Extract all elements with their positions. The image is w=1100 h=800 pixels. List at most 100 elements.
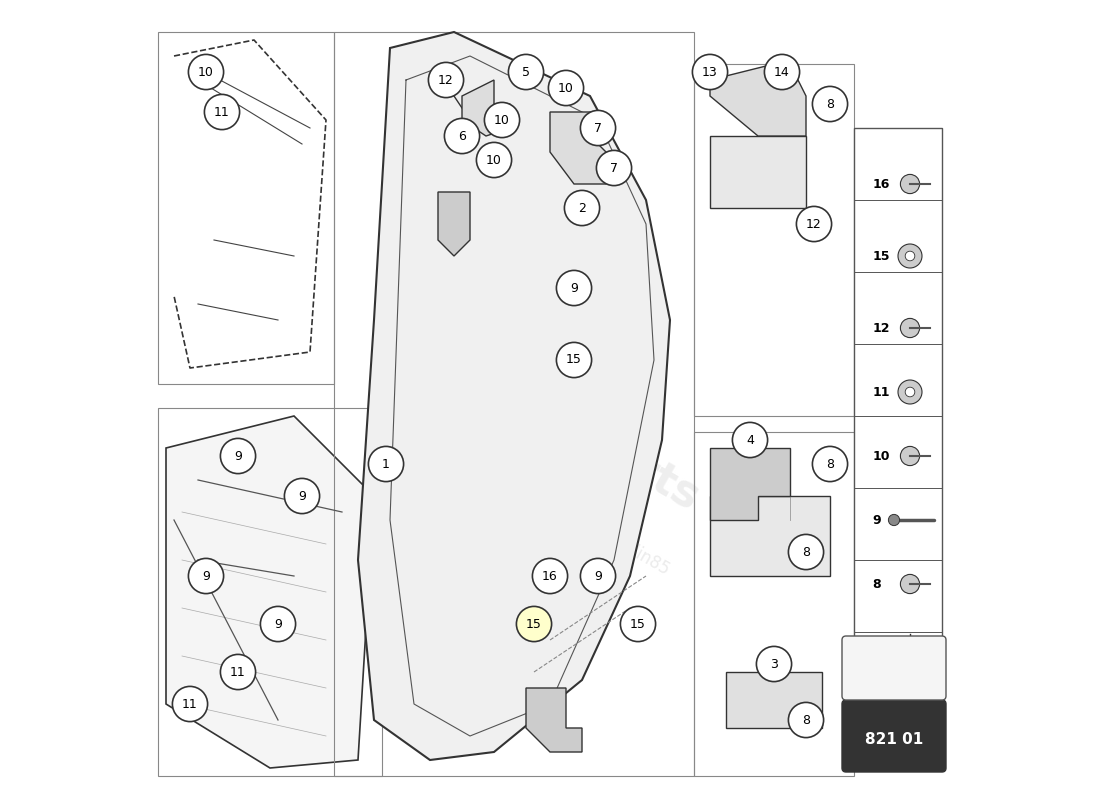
Text: 11: 11 [183,698,198,710]
Circle shape [532,558,568,594]
Circle shape [549,70,584,106]
Text: 15: 15 [566,354,582,366]
Text: 9: 9 [570,282,578,294]
FancyBboxPatch shape [854,128,942,704]
Polygon shape [710,448,790,520]
Text: 8: 8 [826,458,834,470]
Circle shape [581,110,616,146]
Text: 9: 9 [234,450,242,462]
Text: 12: 12 [438,74,454,86]
Circle shape [796,206,832,242]
Text: 9: 9 [274,618,282,630]
Text: a passion for parts slimlin85: a passion for parts slimlin85 [460,446,672,578]
Polygon shape [710,64,806,136]
Text: 9: 9 [298,490,306,502]
Text: 4: 4 [746,434,754,446]
Polygon shape [726,672,822,728]
Text: 6: 6 [458,130,466,142]
Text: 5: 5 [522,66,530,78]
Text: 9: 9 [202,570,210,582]
Text: 10: 10 [486,154,502,166]
Circle shape [516,606,551,642]
Circle shape [901,318,920,338]
Text: 3: 3 [770,658,778,670]
FancyBboxPatch shape [842,700,946,772]
Polygon shape [710,496,830,576]
FancyBboxPatch shape [842,636,946,700]
Circle shape [557,342,592,378]
Polygon shape [462,80,510,136]
Text: autoparts: autoparts [473,360,707,520]
Circle shape [368,446,404,482]
Text: 11: 11 [872,386,890,398]
Circle shape [428,62,463,98]
Circle shape [220,438,255,474]
Text: 7: 7 [610,162,618,174]
Circle shape [188,54,223,90]
Polygon shape [710,136,806,208]
Text: 8: 8 [802,714,810,726]
Polygon shape [358,32,670,760]
Circle shape [900,638,921,658]
Circle shape [889,514,900,526]
Text: 16: 16 [542,570,558,582]
Circle shape [581,558,616,594]
Text: 9: 9 [872,514,881,526]
Circle shape [476,142,512,178]
Circle shape [733,422,768,458]
Text: 821 01: 821 01 [865,733,923,747]
Circle shape [764,54,800,90]
Circle shape [484,102,519,138]
Text: 15: 15 [872,250,890,262]
Polygon shape [526,688,582,752]
Circle shape [261,606,296,642]
Circle shape [789,702,824,738]
Text: 12: 12 [806,218,822,230]
Circle shape [173,686,208,722]
Text: 7: 7 [872,642,881,654]
Text: 8: 8 [802,546,810,558]
Circle shape [620,606,656,642]
Circle shape [813,86,848,122]
Text: 15: 15 [630,618,646,630]
Circle shape [285,478,320,514]
Circle shape [557,270,592,306]
Text: 11: 11 [214,106,230,118]
Circle shape [901,446,920,466]
Polygon shape [550,112,614,184]
Text: 11: 11 [230,666,246,678]
Circle shape [789,534,824,570]
Text: 7: 7 [594,122,602,134]
Circle shape [905,251,915,261]
Circle shape [188,558,223,594]
Circle shape [205,94,240,130]
Text: 2: 2 [579,202,586,214]
Text: 9: 9 [594,570,602,582]
Text: 15: 15 [526,618,542,630]
Circle shape [757,646,792,682]
Circle shape [905,387,915,397]
Polygon shape [438,192,470,256]
Circle shape [220,654,255,690]
Text: 10: 10 [494,114,510,126]
Text: 8: 8 [872,578,881,590]
Text: 10: 10 [198,66,213,78]
Text: 14: 14 [774,66,790,78]
Text: 1: 1 [382,458,389,470]
Circle shape [444,118,480,154]
Text: 10: 10 [558,82,574,94]
Circle shape [901,574,920,594]
Circle shape [596,150,631,186]
Text: 8: 8 [826,98,834,110]
Circle shape [901,174,920,194]
Text: 16: 16 [872,178,890,190]
Text: 13: 13 [702,66,718,78]
Text: 10: 10 [872,450,890,462]
Circle shape [508,54,543,90]
Circle shape [898,380,922,404]
Text: 12: 12 [872,322,890,334]
Circle shape [813,446,848,482]
Circle shape [692,54,727,90]
Circle shape [898,244,922,268]
Circle shape [564,190,600,226]
